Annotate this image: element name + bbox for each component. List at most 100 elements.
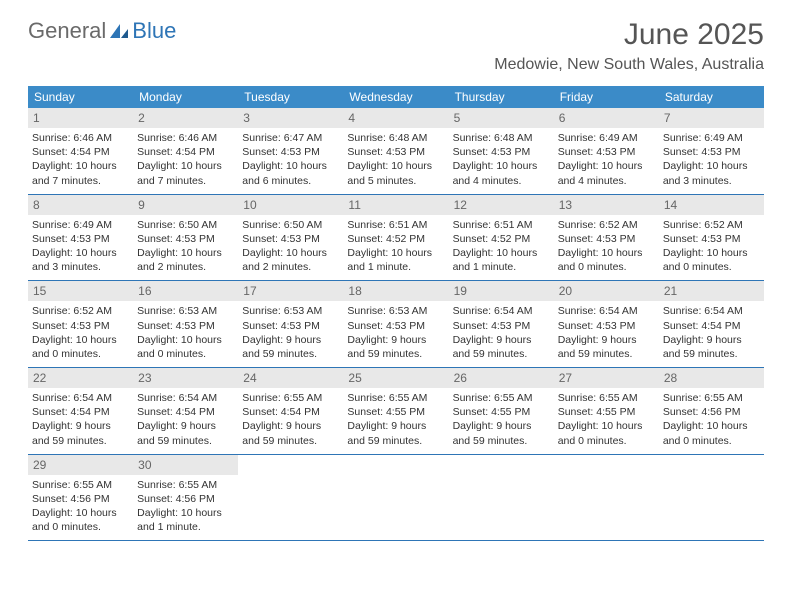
daylight-text: and 59 minutes. [347, 347, 444, 361]
day-cell: 7Sunrise: 6:49 AMSunset: 4:53 PMDaylight… [659, 108, 764, 194]
page-header: General Blue June 2025 Medowie, New Sout… [0, 0, 792, 78]
sunset-text: Sunset: 4:56 PM [32, 492, 129, 506]
daylight-text: and 1 minute. [347, 260, 444, 274]
day-number: 12 [449, 195, 554, 215]
sunset-text: Sunset: 4:52 PM [347, 232, 444, 246]
day-cell: 13Sunrise: 6:52 AMSunset: 4:53 PMDayligh… [554, 195, 659, 281]
day-number: 1 [28, 108, 133, 128]
daylight-text: and 2 minutes. [137, 260, 234, 274]
sunrise-text: Sunrise: 6:47 AM [242, 131, 339, 145]
sunrise-text: Sunrise: 6:53 AM [137, 304, 234, 318]
day-cell: 16Sunrise: 6:53 AMSunset: 4:53 PMDayligh… [133, 281, 238, 367]
day-number: 21 [659, 281, 764, 301]
day-cell: 5Sunrise: 6:48 AMSunset: 4:53 PMDaylight… [449, 108, 554, 194]
day-number: 15 [28, 281, 133, 301]
daylight-text: Daylight: 10 hours [242, 159, 339, 173]
daylight-text: Daylight: 10 hours [558, 159, 655, 173]
sunrise-text: Sunrise: 6:55 AM [453, 391, 550, 405]
day-cell: 4Sunrise: 6:48 AMSunset: 4:53 PMDaylight… [343, 108, 448, 194]
sunset-text: Sunset: 4:53 PM [242, 319, 339, 333]
sunrise-text: Sunrise: 6:54 AM [32, 391, 129, 405]
dayname-tue: Tuesday [238, 86, 343, 108]
day-cell: 29Sunrise: 6:55 AMSunset: 4:56 PMDayligh… [28, 455, 133, 541]
day-number: 23 [133, 368, 238, 388]
daylight-text: Daylight: 10 hours [663, 419, 760, 433]
daylight-text: Daylight: 9 hours [242, 333, 339, 347]
day-cell: 8Sunrise: 6:49 AMSunset: 4:53 PMDaylight… [28, 195, 133, 281]
sunrise-text: Sunrise: 6:55 AM [558, 391, 655, 405]
week-row: 29Sunrise: 6:55 AMSunset: 4:56 PMDayligh… [28, 455, 764, 542]
dayname-mon: Monday [133, 86, 238, 108]
day-number: 19 [449, 281, 554, 301]
logo-text-blue: Blue [132, 18, 176, 44]
day-number: 24 [238, 368, 343, 388]
sunset-text: Sunset: 4:53 PM [242, 232, 339, 246]
sunset-text: Sunset: 4:53 PM [663, 145, 760, 159]
daylight-text: and 5 minutes. [347, 174, 444, 188]
daylight-text: and 0 minutes. [32, 520, 129, 534]
day-cell [554, 455, 659, 541]
sunset-text: Sunset: 4:53 PM [453, 319, 550, 333]
sunrise-text: Sunrise: 6:51 AM [347, 218, 444, 232]
daylight-text: Daylight: 9 hours [558, 333, 655, 347]
day-cell: 24Sunrise: 6:55 AMSunset: 4:54 PMDayligh… [238, 368, 343, 454]
sunrise-text: Sunrise: 6:55 AM [242, 391, 339, 405]
day-cell: 21Sunrise: 6:54 AMSunset: 4:54 PMDayligh… [659, 281, 764, 367]
daylight-text: Daylight: 9 hours [453, 333, 550, 347]
daylight-text: Daylight: 10 hours [137, 159, 234, 173]
daylight-text: and 0 minutes. [663, 260, 760, 274]
logo: General Blue [28, 18, 176, 44]
sunrise-text: Sunrise: 6:49 AM [32, 218, 129, 232]
daylight-text: Daylight: 10 hours [137, 246, 234, 260]
daylight-text: and 3 minutes. [32, 260, 129, 274]
day-number: 25 [343, 368, 448, 388]
sunset-text: Sunset: 4:55 PM [347, 405, 444, 419]
day-cell: 28Sunrise: 6:55 AMSunset: 4:56 PMDayligh… [659, 368, 764, 454]
day-number: 6 [554, 108, 659, 128]
sunset-text: Sunset: 4:53 PM [453, 145, 550, 159]
sunrise-text: Sunrise: 6:46 AM [32, 131, 129, 145]
day-number: 16 [133, 281, 238, 301]
day-number: 8 [28, 195, 133, 215]
daylight-text: Daylight: 9 hours [347, 419, 444, 433]
day-number: 27 [554, 368, 659, 388]
day-cell [659, 455, 764, 541]
dayname-sat: Saturday [659, 86, 764, 108]
day-cell: 30Sunrise: 6:55 AMSunset: 4:56 PMDayligh… [133, 455, 238, 541]
sunrise-text: Sunrise: 6:53 AM [242, 304, 339, 318]
day-number: 20 [554, 281, 659, 301]
sunrise-text: Sunrise: 6:52 AM [663, 218, 760, 232]
day-cell: 10Sunrise: 6:50 AMSunset: 4:53 PMDayligh… [238, 195, 343, 281]
dayname-thu: Thursday [449, 86, 554, 108]
day-cell: 22Sunrise: 6:54 AMSunset: 4:54 PMDayligh… [28, 368, 133, 454]
week-row: 22Sunrise: 6:54 AMSunset: 4:54 PMDayligh… [28, 368, 764, 455]
sunrise-text: Sunrise: 6:54 AM [137, 391, 234, 405]
logo-sail-icon [108, 22, 130, 40]
day-cell: 14Sunrise: 6:52 AMSunset: 4:53 PMDayligh… [659, 195, 764, 281]
sunset-text: Sunset: 4:54 PM [32, 405, 129, 419]
sunrise-text: Sunrise: 6:50 AM [242, 218, 339, 232]
daylight-text: and 6 minutes. [242, 174, 339, 188]
day-cell: 2Sunrise: 6:46 AMSunset: 4:54 PMDaylight… [133, 108, 238, 194]
day-cell: 17Sunrise: 6:53 AMSunset: 4:53 PMDayligh… [238, 281, 343, 367]
sunrise-text: Sunrise: 6:48 AM [347, 131, 444, 145]
day-number: 29 [28, 455, 133, 475]
sunrise-text: Sunrise: 6:51 AM [453, 218, 550, 232]
weeks-container: 1 Sunrise: 6:46 AM Sunset: 4:54 PM Daylight… [28, 108, 764, 541]
day-number: 14 [659, 195, 764, 215]
daylight-text: and 0 minutes. [558, 434, 655, 448]
sunrise-text: Sunrise: 6:54 AM [453, 304, 550, 318]
day-cell: 20Sunrise: 6:54 AMSunset: 4:53 PMDayligh… [554, 281, 659, 367]
daylight-text: and 59 minutes. [137, 434, 234, 448]
sunrise-text: Sunrise: 6:53 AM [347, 304, 444, 318]
dayname-sun: Sunday [28, 86, 133, 108]
day-number: 2 [133, 108, 238, 128]
sunset-text: Sunset: 4:53 PM [558, 232, 655, 246]
sunset-text: Sunset: 4:55 PM [453, 405, 550, 419]
daylight-text: and 4 minutes. [558, 174, 655, 188]
daylight-text: Daylight: 9 hours [137, 419, 234, 433]
day-number: 26 [449, 368, 554, 388]
location-subtitle: Medowie, New South Wales, Australia [494, 56, 764, 74]
sunrise-text: Sunrise: 6:55 AM [32, 478, 129, 492]
sunset-text: Sunset: 4:56 PM [663, 405, 760, 419]
